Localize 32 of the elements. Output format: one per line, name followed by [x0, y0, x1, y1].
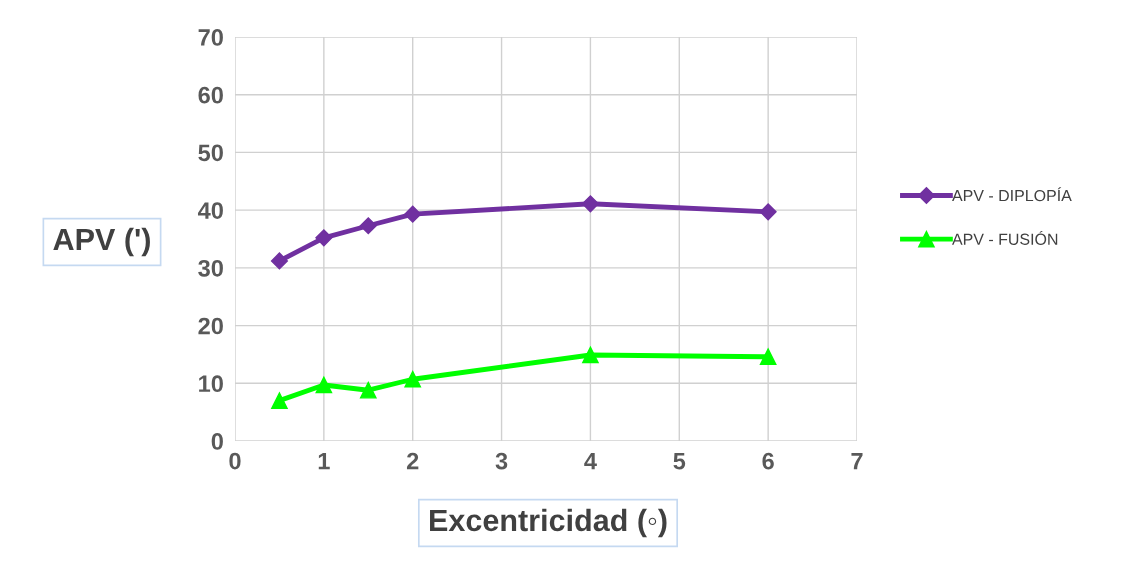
y-axis-title: APV ('): [53, 227, 150, 257]
point: [315, 229, 333, 247]
point: [270, 252, 288, 270]
x-tick-label: 2: [406, 452, 419, 470]
y-tick-label: 20: [198, 317, 223, 335]
point: [759, 348, 777, 366]
point: [404, 370, 422, 388]
y-tick-label: 70: [198, 29, 223, 46]
point: [359, 217, 377, 235]
y-tick-label: 0: [211, 433, 223, 450]
x-tick-label: 6: [762, 452, 774, 470]
x-tick-label: 3: [495, 452, 508, 470]
y-tick-label: 60: [198, 86, 223, 104]
y-tick-label: 40: [197, 202, 223, 219]
point: [271, 392, 288, 409]
x-tick-label: 4: [584, 452, 597, 470]
point: [759, 203, 777, 221]
x-tick-label: 1: [318, 452, 330, 470]
point: [582, 346, 599, 364]
point: [315, 376, 333, 394]
point: [404, 205, 422, 223]
legend-label: APV - DIPLOPÍA: [952, 187, 1072, 202]
y-tick-label: 30: [198, 259, 223, 277]
x-axis-title: Excentricidad (◦): [430, 508, 667, 538]
point: [581, 195, 599, 213]
x-tick-label: 0: [229, 452, 241, 470]
y-tick-label: 10: [199, 375, 223, 393]
x-tick-label: 7: [851, 452, 863, 470]
legend-label: APV - FUSIÓN: [952, 230, 1058, 245]
y-tick-label: 50: [198, 144, 223, 162]
point: [359, 381, 377, 399]
x-tick-label: 5: [673, 452, 686, 470]
